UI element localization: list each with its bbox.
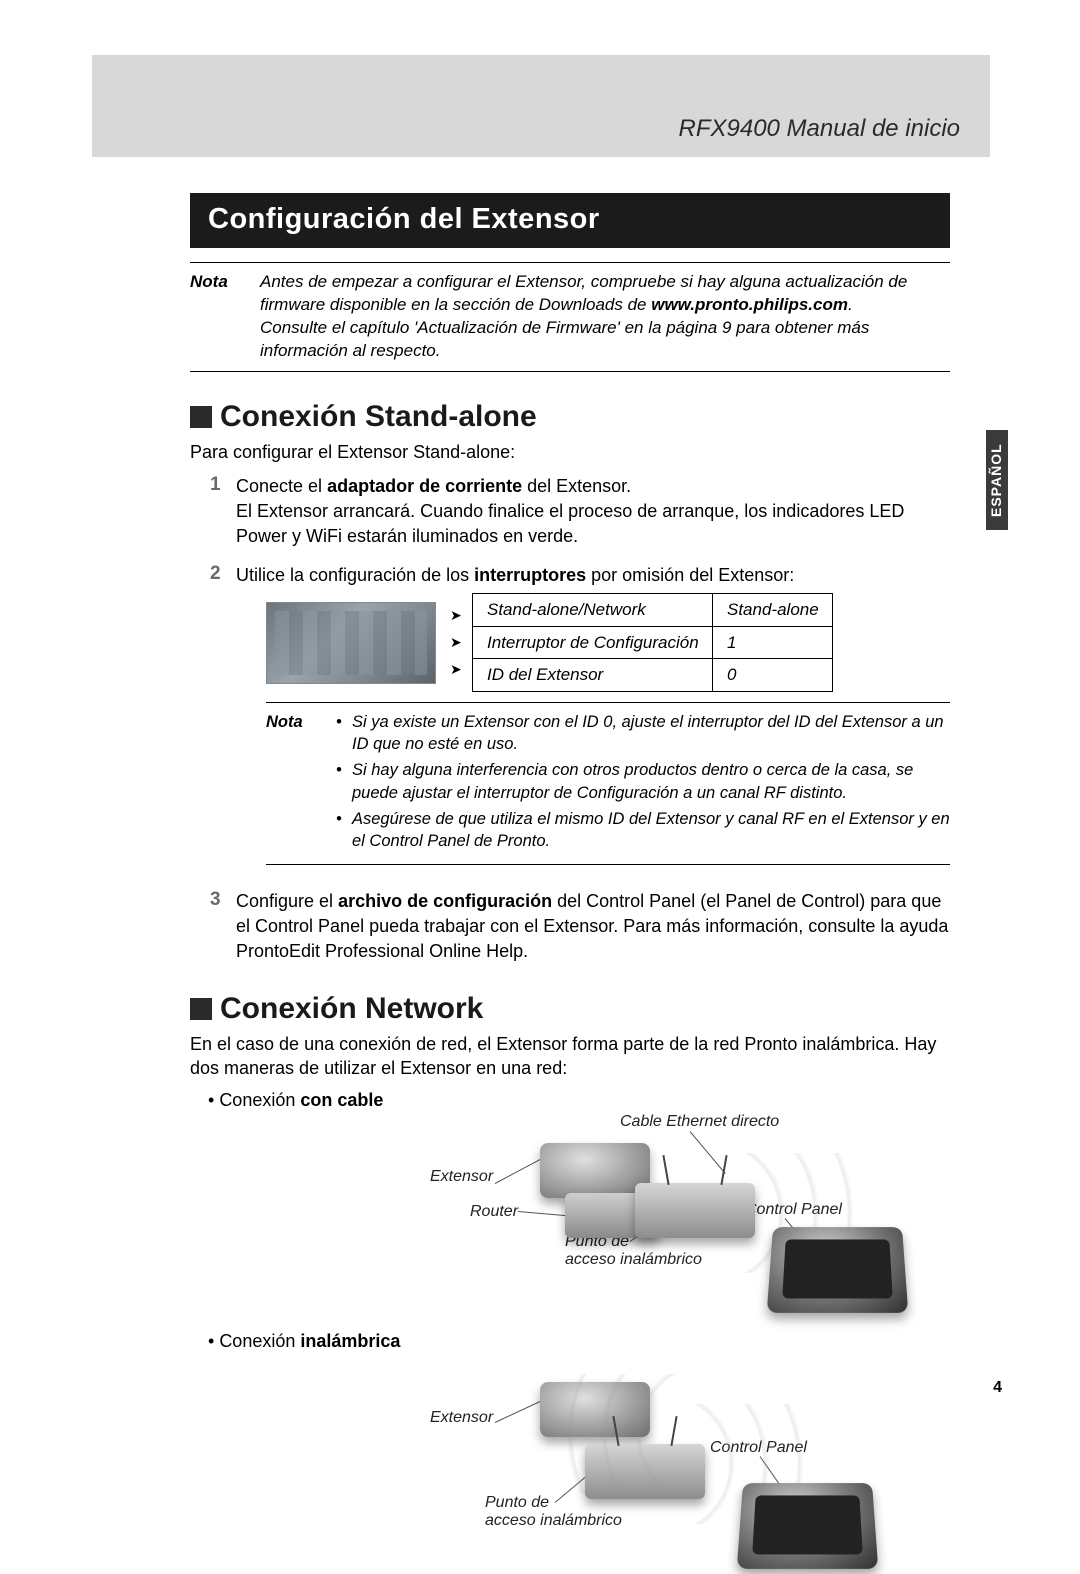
note-body: Antes de empezar a configurar el Extenso… xyxy=(260,271,950,363)
bullet-text: Conexión xyxy=(219,1090,300,1110)
language-tab: ESPAÑOL xyxy=(986,430,1008,530)
note-text: . xyxy=(848,295,853,314)
subsection-standalone: Conexión Stand-alone xyxy=(190,400,950,434)
step-text: Configure el xyxy=(236,891,338,911)
leader-line xyxy=(495,1158,544,1185)
table-cell: Interruptor de Configuración xyxy=(473,626,713,658)
note-bullet: Si ya existe un Extensor con el ID 0, aj… xyxy=(336,711,950,756)
note-bullet: Asegúrese de que utiliza el mismo ID del… xyxy=(336,808,950,853)
step-1: 1 Conecte el adaptador de corriente del … xyxy=(210,474,950,548)
rule xyxy=(266,702,950,703)
subsection-title: Conexión Network xyxy=(220,992,483,1026)
step-body: Conecte el adaptador de corriente del Ex… xyxy=(236,474,950,548)
table-cell: 1 xyxy=(713,626,833,658)
leader-line xyxy=(518,1211,566,1216)
step-text: del Extensor. xyxy=(522,476,631,496)
arrow-icon: ➤ xyxy=(450,660,472,679)
table-row: Interruptor de Configuración1 xyxy=(473,626,833,658)
step-bold: adaptador de corriente xyxy=(327,476,522,496)
table-cell: ID del Extensor xyxy=(473,659,713,691)
note-2: Nota Si ya existe un Extensor con el ID … xyxy=(266,702,950,866)
rule xyxy=(266,864,950,865)
step-3: 3 Configure el archivo de configuración … xyxy=(210,889,950,963)
step-2: 2 Utilice la configuración de los interr… xyxy=(210,563,950,876)
note-text: Consulte el capítulo 'Actualización de F… xyxy=(260,318,869,360)
step-bold: archivo de configuración xyxy=(338,891,552,911)
note-1: Nota Antes de empezar a configurar el Ex… xyxy=(190,271,950,363)
step-body: Configure el archivo de configuración de… xyxy=(236,889,950,963)
rule xyxy=(190,371,950,372)
bullet-bold: con cable xyxy=(300,1090,383,1110)
step-text: Conecte el xyxy=(236,476,327,496)
device-control-panel xyxy=(737,1483,879,1569)
intro-text: Para configurar el Extensor Stand-alone: xyxy=(190,440,950,464)
device-extensor xyxy=(540,1143,650,1198)
table-row: Stand-alone/NetworkStand-alone xyxy=(473,594,833,626)
section-title-bar: Configuración del Extensor xyxy=(190,193,950,248)
diagram-label-extensor: Extensor xyxy=(430,1168,493,1186)
note-url: www.pronto.philips.com xyxy=(651,295,848,314)
table-row: ID del Extensor0 xyxy=(473,659,833,691)
page-number: 4 xyxy=(993,1379,1002,1397)
arrow-icon: ➤ xyxy=(450,606,472,625)
step-text: por omisión del Extensor: xyxy=(586,565,794,585)
arrow-icons: ➤ ➤ ➤ xyxy=(450,602,472,684)
switch-photo xyxy=(266,602,436,684)
diagram-label-ethernet: Cable Ethernet directo xyxy=(620,1113,779,1131)
rule xyxy=(190,262,950,263)
note-label: Nota xyxy=(190,271,260,363)
subsection-network: Conexión Network xyxy=(190,992,950,1026)
step-number: 1 xyxy=(210,474,236,548)
step-text: El Extensor arrancará. Cuando finalice e… xyxy=(236,501,904,546)
bullet-wired: Conexión con cable xyxy=(208,1090,950,1111)
diagram-label-ap: Punto de acceso inalámbrico xyxy=(485,1494,622,1530)
step-body: Utilice la configuración de los interrup… xyxy=(236,563,950,876)
diagram-wired: Cable Ethernet directo Extensor Router P… xyxy=(340,1113,950,1323)
switch-table: Stand-alone/NetworkStand-alone Interrupt… xyxy=(472,593,833,691)
arrow-icon: ➤ xyxy=(450,633,472,652)
table-cell: 0 xyxy=(713,659,833,691)
note-label: Nota xyxy=(266,711,336,857)
bullet-wireless: Conexión inalámbrica xyxy=(208,1331,950,1352)
diagram-label-router: Router xyxy=(470,1203,518,1221)
table-cell: Stand-alone/Network xyxy=(473,594,713,626)
step-text: Utilice la configuración de los xyxy=(236,565,474,585)
bullet-bold: inalámbrica xyxy=(300,1331,400,1351)
note-body: Si ya existe un Extensor con el ID 0, aj… xyxy=(336,711,950,857)
manual-title: RFX9400 Manual de inicio xyxy=(679,115,961,143)
intro-text: En el caso de una conexión de red, el Ex… xyxy=(190,1032,950,1081)
bullet-text: Conexión xyxy=(219,1331,300,1351)
note-bullet: Si hay alguna interferencia con otros pr… xyxy=(336,759,950,804)
bullet-square-icon xyxy=(190,406,212,428)
device-control-panel xyxy=(767,1227,909,1313)
diagram-wireless: Extensor Punto de acceso inalámbrico Con… xyxy=(340,1354,950,1574)
switch-settings: ➤ ➤ ➤ Stand-alone/NetworkStand-alone Inter… xyxy=(266,593,950,691)
step-number: 2 xyxy=(210,563,236,876)
diagram-label-extensor: Extensor xyxy=(430,1409,493,1427)
step-bold: interruptores xyxy=(474,565,586,585)
step-number: 3 xyxy=(210,889,236,963)
table-cell: Stand-alone xyxy=(713,594,833,626)
bullet-square-icon xyxy=(190,998,212,1020)
subsection-title: Conexión Stand-alone xyxy=(220,400,537,434)
